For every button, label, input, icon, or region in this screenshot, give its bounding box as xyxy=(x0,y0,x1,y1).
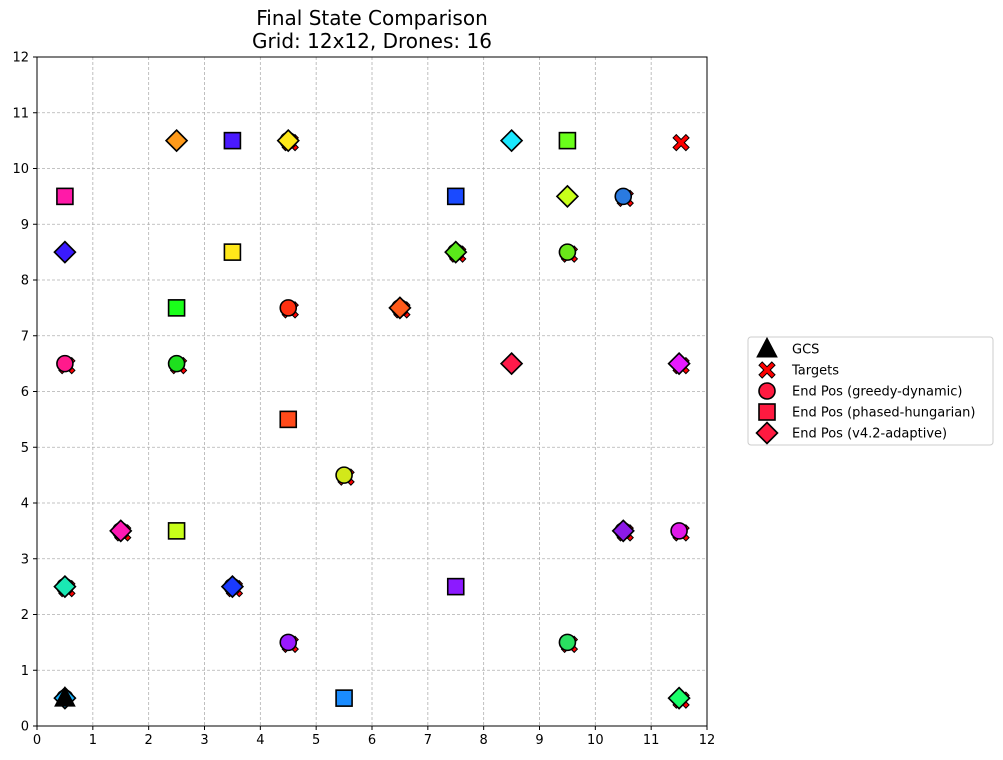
x-tick-label: 2 xyxy=(145,733,153,748)
x-tick-label: 1 xyxy=(89,733,97,748)
point-end-pos-greedy-dynamic xyxy=(279,633,298,652)
point-end-pos-v4-2-adaptive xyxy=(444,240,468,264)
point-end-pos-greedy-dynamic xyxy=(558,243,577,261)
point-end-pos-v4-2-adaptive xyxy=(53,240,77,264)
grid xyxy=(36,56,708,727)
point-end-pos-phased-hungarian xyxy=(279,410,298,429)
x-tick-label: 9 xyxy=(535,733,543,748)
series-end-pos-phased-hungarian xyxy=(56,131,577,707)
y-tick-label: 9 xyxy=(21,218,29,233)
point-end-pos-greedy-dynamic xyxy=(670,522,688,540)
point-end-pos-phased-hungarian xyxy=(446,577,465,596)
point-end-pos-v4-2-adaptive xyxy=(220,574,245,599)
y-tick-label: 12 xyxy=(12,51,29,66)
point-end-pos-v4-2-adaptive xyxy=(164,128,189,153)
point-end-pos-phased-hungarian xyxy=(167,299,186,317)
y-tick-label: 5 xyxy=(21,441,29,456)
legend-frame xyxy=(747,336,994,446)
legend-marker-end-pos-phased-hungarian xyxy=(758,403,776,421)
point-end-pos-v4-2-adaptive xyxy=(555,184,580,209)
y-tick-label: 7 xyxy=(21,329,29,344)
legend-label-end-pos-greedy-dynamic: End Pos (greedy-dynamic) xyxy=(792,385,963,400)
point-end-pos-v4-2-adaptive xyxy=(667,686,691,710)
y-tick-label: 0 xyxy=(21,720,29,735)
legend-marker-targets xyxy=(758,361,776,379)
point-end-pos-v4-2-adaptive xyxy=(276,128,300,153)
point-end-pos-greedy-dynamic xyxy=(335,466,353,484)
point-end-pos-greedy-dynamic xyxy=(167,354,186,373)
legend-marker-end-pos-greedy-dynamic xyxy=(758,382,776,400)
y-tick-label: 4 xyxy=(21,497,29,512)
point-end-pos-v4-2-adaptive xyxy=(109,519,133,543)
x-tick-label: 8 xyxy=(480,733,488,748)
point-targets xyxy=(672,133,690,152)
x-tick-label: 4 xyxy=(256,733,264,748)
legend-label-end-pos-v4-2-adaptive: End Pos (v4.2-adaptive) xyxy=(792,427,947,442)
legend-marker-gcs xyxy=(756,336,778,358)
series-gcs xyxy=(54,686,76,707)
chart-title: Final State Comparison Grid: 12x12, Dron… xyxy=(252,6,492,53)
y-tick-label: 8 xyxy=(21,274,29,289)
y-tick-label: 6 xyxy=(21,385,29,400)
chart-title-line-1: Final State Comparison xyxy=(256,6,488,30)
legend-label-gcs: GCS xyxy=(792,343,819,358)
x-tick-label: 6 xyxy=(368,733,376,748)
x-tick-label: 12 xyxy=(699,733,716,748)
x-tick-label: 11 xyxy=(643,733,660,748)
x-tick-label: 3 xyxy=(200,733,208,748)
point-gcs xyxy=(54,686,76,707)
legend: GCS Targets End Pos (greedy-dynamic) End Po… xyxy=(747,336,994,446)
point-end-pos-v4-2-adaptive xyxy=(667,351,691,376)
point-end-pos-greedy-dynamic xyxy=(558,633,577,652)
chart-title-line-2: Grid: 12x12, Drones: 16 xyxy=(252,29,492,53)
y-tick-label: 10 xyxy=(12,162,29,177)
legend-marker-end-pos-v4-2-adaptive xyxy=(755,421,779,445)
point-end-pos-v4-2-adaptive xyxy=(499,128,524,153)
y-tick-label: 11 xyxy=(12,106,29,121)
point-end-pos-phased-hungarian xyxy=(223,131,242,150)
point-end-pos-greedy-dynamic xyxy=(56,354,74,373)
point-end-pos-phased-hungarian xyxy=(335,689,353,707)
point-end-pos-v4-2-adaptive xyxy=(499,351,524,376)
legend-label-targets: Targets xyxy=(791,364,839,379)
point-end-pos-v4-2-adaptive xyxy=(388,296,412,320)
x-tick-label: 0 xyxy=(33,733,41,748)
point-end-pos-phased-hungarian xyxy=(223,243,242,261)
y-tick-label: 3 xyxy=(21,552,29,567)
data-marks xyxy=(53,128,691,710)
point-end-pos-phased-hungarian xyxy=(56,187,74,206)
series-targets xyxy=(58,133,690,709)
point-end-pos-greedy-dynamic xyxy=(614,187,633,206)
point-end-pos-v4-2-adaptive xyxy=(53,574,77,599)
legend-label-end-pos-phased-hungarian: End Pos (phased-hungarian) xyxy=(792,406,976,421)
point-end-pos-phased-hungarian xyxy=(167,522,186,540)
x-tick-label: 7 xyxy=(424,733,432,748)
point-end-pos-phased-hungarian xyxy=(558,131,577,150)
point-end-pos-greedy-dynamic xyxy=(279,299,298,317)
y-tick-label: 1 xyxy=(21,664,29,679)
x-tick-label: 5 xyxy=(312,733,320,748)
y-tick-label: 2 xyxy=(21,608,29,623)
x-tick-label: 10 xyxy=(587,733,604,748)
point-end-pos-v4-2-adaptive xyxy=(611,519,635,543)
point-end-pos-phased-hungarian xyxy=(446,187,465,206)
